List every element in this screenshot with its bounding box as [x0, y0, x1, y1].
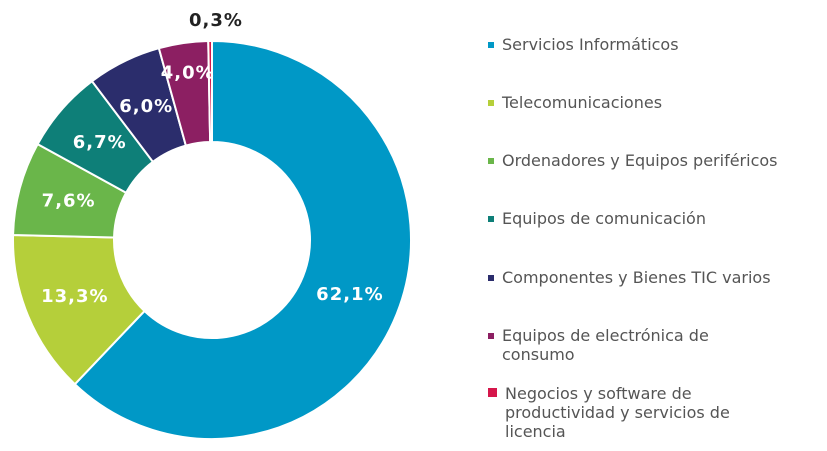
legend-swatch: [488, 42, 494, 48]
data-label: 0,3%: [189, 10, 243, 31]
legend-label: Telecomunicaciones: [502, 93, 663, 112]
data-label: 7,6%: [42, 190, 96, 211]
data-label: 4,0%: [161, 62, 215, 83]
legend-label: Ordenadores y Equipos periféricos: [502, 151, 778, 170]
legend-label: Equipos de comunicación: [502, 209, 706, 228]
donut-slice: [12, 233, 146, 386]
legend-swatch: [488, 158, 494, 164]
legend-item: Servicios Informáticos: [488, 35, 818, 54]
legend-item: Negocios y software de productividad y s…: [488, 384, 818, 441]
legend-label: Servicios Informáticos: [502, 35, 679, 54]
legend-swatch: [488, 388, 497, 397]
data-label: 6,7%: [73, 132, 127, 153]
legend-label: Negocios y software de productividad y s…: [505, 384, 730, 441]
legend-label: Equipos de electrónica de consumo: [502, 326, 709, 364]
legend-item: Componentes y Bienes TIC varios: [488, 268, 818, 287]
legend-swatch: [488, 333, 494, 339]
legend-item: Telecomunicaciones: [488, 93, 818, 112]
data-label: 13,3%: [41, 286, 108, 307]
legend-swatch: [488, 216, 494, 222]
legend-swatch: [488, 100, 494, 106]
data-label: 62,1%: [316, 284, 383, 305]
legend-item: Ordenadores y Equipos periféricos: [488, 151, 818, 170]
legend-label: Componentes y Bienes TIC varios: [502, 268, 771, 287]
donut-slice: [207, 39, 213, 144]
data-label: 6,0%: [119, 96, 173, 117]
legend-item: Equipos de electrónica de consumo: [488, 326, 818, 364]
donut-slice: [73, 39, 412, 440]
legend-item: Equipos de comunicación: [488, 209, 818, 228]
legend-swatch: [488, 275, 494, 281]
